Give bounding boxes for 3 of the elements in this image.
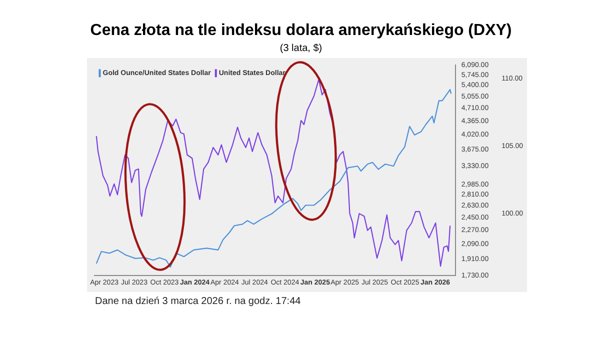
chart-subtitle: (3 lata, $): [278, 43, 324, 54]
text: Dane na dzień 3 marca 2026 r. na godz. 17:44: [95, 296, 301, 307]
chart-title: Cena złota na tle indeksu dolara amerykańskiego (DXY): [89, 22, 513, 40]
